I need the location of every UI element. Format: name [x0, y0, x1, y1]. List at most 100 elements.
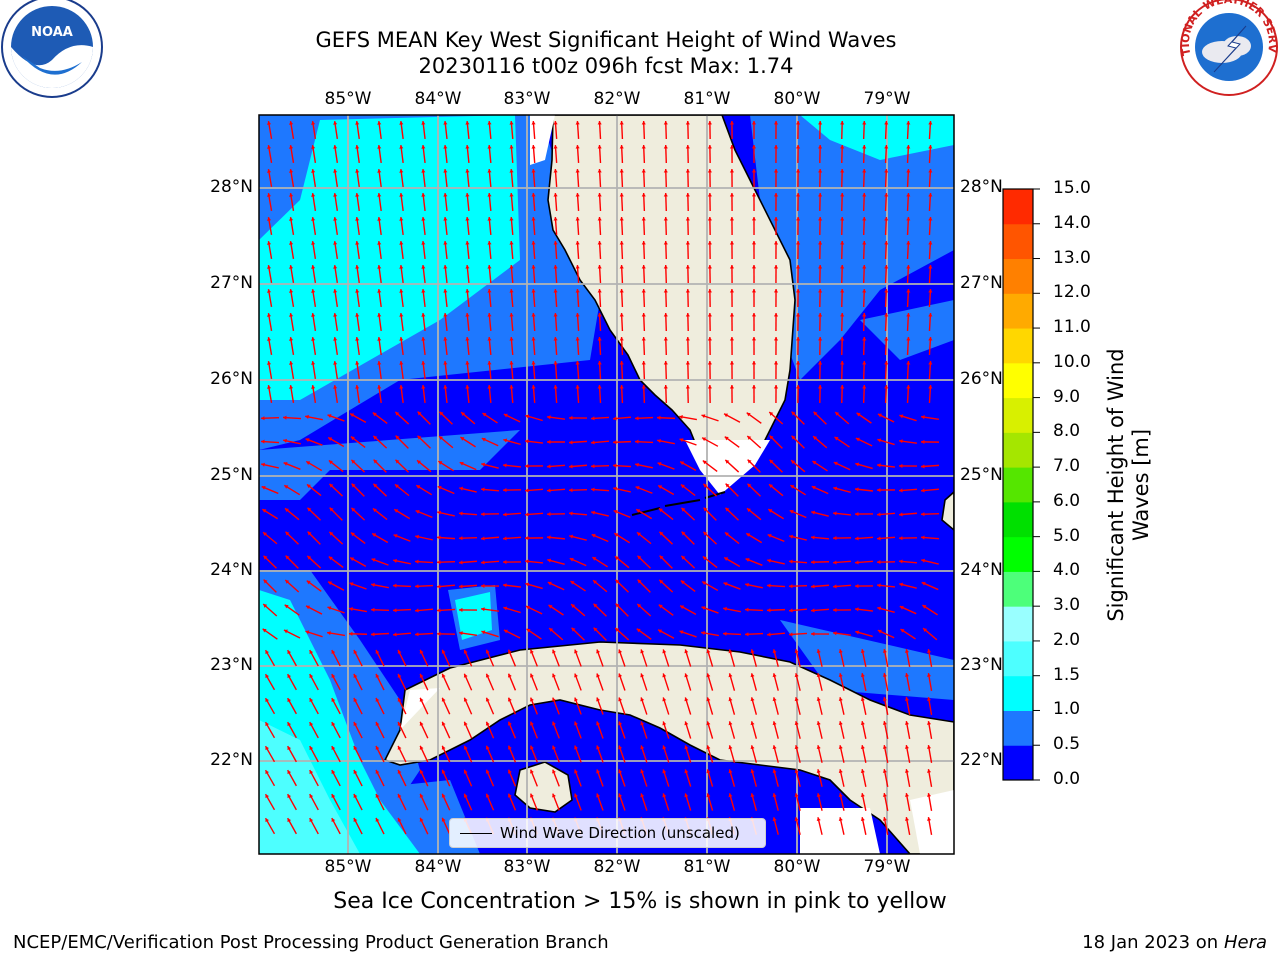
direction-arrowhead	[552, 649, 556, 654]
direction-arrowhead	[796, 241, 801, 245]
direction-arrowhead	[417, 435, 422, 440]
lat-label: 27°N	[960, 273, 1003, 293]
direction-arrowhead	[840, 337, 845, 341]
direction-arrowhead	[684, 769, 689, 774]
direction-arrowhead	[862, 121, 867, 125]
svg-text:NOAA: NOAA	[31, 25, 73, 40]
direction-arrowhead	[596, 721, 601, 726]
direction-arrowhead	[816, 769, 821, 774]
direction-arrowhead	[575, 121, 580, 125]
direction-arrowhead	[862, 313, 867, 317]
direction-arrowhead	[375, 793, 380, 798]
direction-arrowhead	[703, 483, 708, 488]
direction-arrowhead	[570, 581, 575, 585]
direction-arrowhead	[355, 121, 360, 125]
direction-arrowhead	[571, 627, 576, 632]
map-subtitle: 20230116 t00z 096h fcst Max: 1.74	[418, 54, 794, 78]
direction-arrowhead	[267, 289, 272, 293]
direction-arrowhead	[287, 818, 292, 823]
direction-arrowhead	[311, 241, 316, 245]
direction-arrowhead	[327, 606, 332, 611]
direction-arrowhead	[840, 145, 845, 149]
direction-arrowhead	[921, 558, 926, 563]
direction-arrowhead	[724, 413, 729, 418]
direction-arrowhead	[393, 608, 397, 613]
direction-arrowhead	[459, 560, 463, 565]
direction-arrowhead	[485, 793, 490, 798]
direction-arrowhead	[351, 459, 356, 464]
direction-arrowhead	[877, 487, 881, 493]
direction-arrowhead	[285, 555, 290, 560]
direction-arrowhead	[615, 603, 620, 608]
direction-arrowhead	[267, 313, 272, 317]
direction-arrowhead	[591, 440, 595, 445]
direction-arrowhead	[838, 697, 843, 702]
direction-arrowhead	[503, 606, 508, 611]
direction-arrowhead	[503, 463, 507, 468]
direction-arrowhead	[377, 337, 382, 341]
direction-arrowhead	[399, 265, 404, 269]
direction-arrowhead	[723, 606, 727, 611]
direction-arrowhead	[333, 193, 338, 197]
direction-arrowhead	[487, 241, 492, 245]
direction-arrowhead	[549, 628, 554, 632]
direction-arrowhead	[553, 313, 558, 317]
direction-arrowhead	[265, 650, 270, 655]
direction-arrowhead	[927, 745, 932, 749]
direction-arrowhead	[397, 745, 402, 750]
direction-arrowhead	[333, 241, 338, 245]
direction-arrowhead	[706, 697, 711, 702]
direction-arrowhead	[485, 745, 490, 750]
direction-arrowhead	[745, 582, 749, 587]
direction-arrowhead	[884, 193, 889, 197]
direction-arrowhead	[531, 385, 536, 389]
direction-arrowhead	[751, 145, 757, 149]
direction-arrowhead	[267, 241, 272, 245]
direction-arrowhead	[789, 584, 793, 589]
direction-arrowhead	[906, 337, 911, 341]
direction-arrowhead	[746, 508, 751, 513]
direction-arrowhead	[619, 337, 624, 341]
direction-arrowhead	[927, 673, 932, 677]
direction-arrowhead	[706, 745, 711, 750]
direction-arrowhead	[503, 438, 508, 443]
direction-arrowhead	[751, 217, 757, 221]
direction-arrowhead	[746, 533, 751, 537]
direction-arrowhead	[662, 721, 667, 726]
direction-arrowhead	[640, 745, 645, 750]
direction-arrowhead	[619, 217, 624, 221]
direction-arrowhead	[399, 385, 404, 389]
direction-arrowhead	[641, 121, 646, 125]
direction-arrowhead	[525, 414, 530, 419]
direction-arrowhead	[289, 361, 294, 365]
direction-arrowhead	[553, 289, 558, 293]
direction-arrowhead	[796, 121, 801, 125]
direction-arrowhead	[906, 169, 911, 173]
direction-arrowhead	[481, 630, 486, 635]
direction-arrowhead	[372, 533, 377, 538]
direction-arrowhead	[855, 437, 860, 442]
direction-arrowhead	[794, 697, 799, 702]
colorbar-tick-label: 11.0	[1053, 317, 1091, 338]
direction-arrowhead	[860, 793, 865, 797]
direction-arrowhead	[641, 289, 646, 293]
direction-arrowhead	[287, 746, 292, 751]
direction-arrowhead	[487, 385, 492, 389]
direction-arrowhead	[637, 555, 642, 560]
direction-arrowhead	[267, 145, 272, 149]
direction-arrowhead	[928, 121, 933, 125]
direction-arrowhead	[613, 509, 618, 514]
direction-arrowhead	[437, 535, 441, 540]
direction-arrowhead	[659, 579, 664, 584]
direction-arrowhead	[372, 508, 377, 513]
direction-arrowhead	[685, 121, 690, 125]
direction-arrowhead	[415, 608, 419, 613]
direction-arrowhead	[265, 722, 270, 727]
direction-arrowhead	[685, 217, 690, 221]
direction-arrowhead	[331, 674, 336, 679]
direction-arrowhead	[767, 558, 772, 563]
direction-arrowhead	[794, 649, 799, 654]
direction-arrowhead	[441, 721, 446, 726]
direction-arrowhead	[681, 531, 686, 536]
direction-arrowhead	[487, 193, 492, 197]
